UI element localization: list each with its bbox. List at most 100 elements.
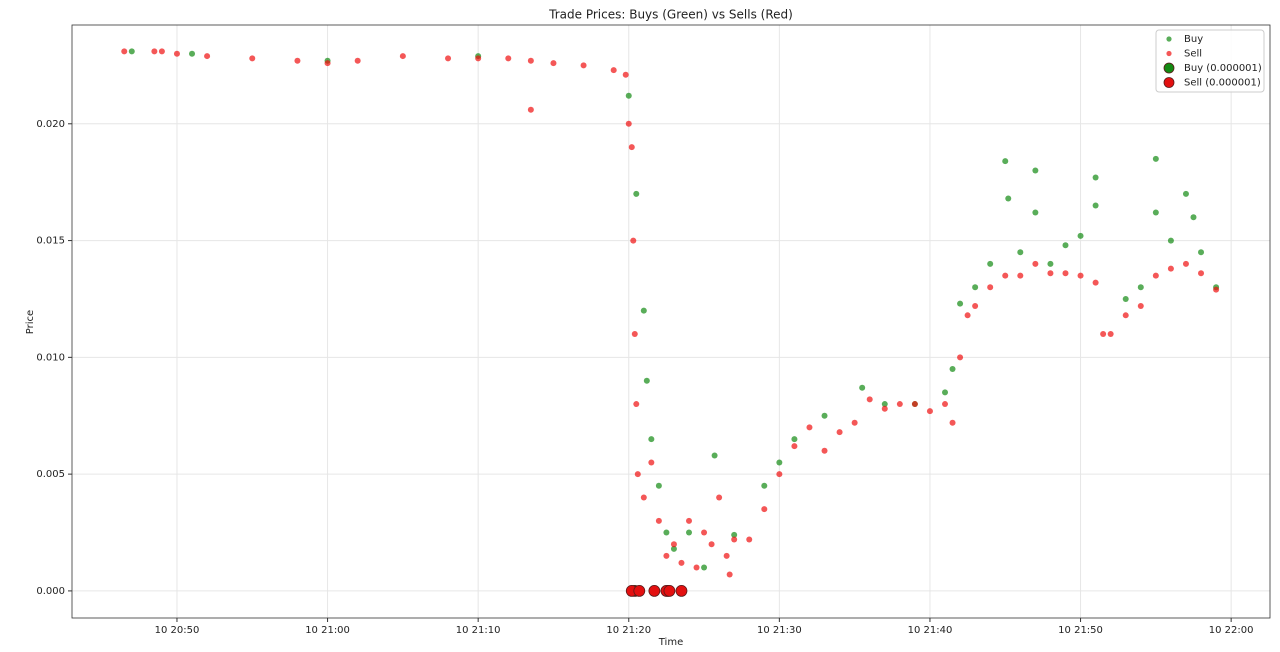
point (1077, 272, 1084, 279)
point (761, 506, 768, 513)
point (949, 366, 956, 373)
point (926, 408, 933, 415)
point (1182, 190, 1189, 197)
x-tick-label: 10 20:50 (155, 625, 200, 636)
point (678, 559, 685, 566)
point (711, 452, 718, 459)
x-tick-label: 10 21:10 (456, 625, 501, 636)
point (957, 354, 964, 361)
large-point (675, 585, 688, 597)
point (625, 120, 632, 127)
point (1122, 295, 1129, 302)
x-axis-label: Time (658, 637, 683, 648)
point (1190, 214, 1197, 221)
point (655, 482, 662, 489)
point (633, 401, 640, 408)
point (1062, 270, 1069, 277)
point (1017, 272, 1024, 279)
point (655, 517, 662, 524)
point (972, 284, 979, 291)
point (158, 48, 165, 55)
large-point (648, 585, 661, 597)
point (1137, 284, 1144, 291)
large-point (663, 585, 676, 597)
y-tick-label: 0.010 (36, 352, 65, 363)
point (121, 48, 128, 55)
point (1005, 195, 1012, 202)
point (648, 436, 655, 443)
point (881, 401, 888, 408)
point (987, 260, 994, 267)
point (836, 429, 843, 436)
point (761, 482, 768, 489)
legend-marker (1166, 50, 1172, 57)
point (693, 564, 700, 571)
point (249, 55, 256, 62)
point (731, 536, 738, 543)
legend-marker (1163, 62, 1175, 74)
point (640, 494, 647, 501)
point (1092, 279, 1099, 286)
point (1167, 265, 1174, 272)
point (859, 384, 866, 391)
point (866, 396, 873, 403)
point (1002, 158, 1009, 165)
chart-title: Trade Prices: Buys (Green) vs Sells (Red… (548, 8, 793, 22)
point (173, 50, 180, 57)
point (527, 106, 534, 113)
point (643, 377, 650, 384)
point (701, 564, 708, 571)
legend-marker (1163, 77, 1175, 88)
point (1213, 286, 1220, 293)
point (628, 144, 635, 151)
point (701, 529, 708, 536)
point (527, 57, 534, 64)
point (354, 57, 361, 64)
point (723, 552, 730, 559)
point (670, 545, 677, 552)
point (708, 541, 715, 548)
point (445, 55, 452, 62)
point (1107, 330, 1114, 337)
point (294, 57, 301, 64)
point (663, 529, 670, 536)
point (776, 471, 783, 478)
x-tick-label: 10 21:50 (1058, 625, 1103, 636)
point (716, 494, 723, 501)
point (685, 529, 692, 536)
point (972, 302, 979, 309)
y-tick-label: 0.000 (36, 586, 65, 597)
point (1047, 260, 1054, 267)
point (821, 447, 828, 454)
point (1002, 272, 1009, 279)
point (942, 401, 949, 408)
point (633, 190, 640, 197)
point (631, 330, 638, 337)
point (550, 60, 557, 67)
legend-label: Sell (1184, 49, 1202, 60)
point (1167, 237, 1174, 244)
y-tick-label: 0.005 (36, 469, 65, 480)
point (1198, 270, 1205, 277)
legend: Buy Sell Buy (0.000001) Sell (0.000001) (1155, 29, 1265, 93)
point (746, 536, 753, 543)
plot-frame (71, 24, 1271, 619)
point (1152, 272, 1159, 279)
point (1017, 249, 1024, 256)
point (1100, 330, 1107, 337)
point (663, 552, 670, 559)
point (731, 531, 738, 538)
point (630, 237, 637, 244)
point (957, 300, 964, 307)
point (1047, 270, 1054, 277)
point (399, 53, 406, 60)
y-tick-label: 0.020 (36, 119, 65, 130)
point (151, 48, 158, 55)
point (964, 312, 971, 319)
point (1032, 260, 1039, 267)
point (324, 60, 331, 67)
y-tick-label: 0.015 (36, 236, 65, 247)
x-tick-label: 10 21:40 (908, 625, 953, 636)
point (475, 55, 482, 62)
